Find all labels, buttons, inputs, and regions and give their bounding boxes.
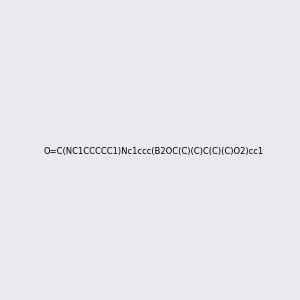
Text: O=C(NC1CCCCC1)Nc1ccc(B2OC(C)(C)C(C)(C)O2)cc1: O=C(NC1CCCCC1)Nc1ccc(B2OC(C)(C)C(C)(C)O2…	[44, 147, 264, 156]
